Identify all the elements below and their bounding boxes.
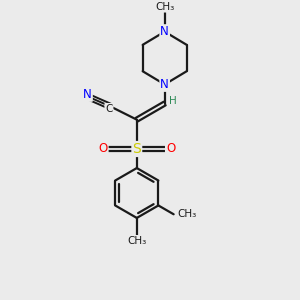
Text: CH₃: CH₃: [127, 236, 146, 246]
Text: N: N: [160, 25, 169, 38]
Text: O: O: [98, 142, 108, 155]
Text: H: H: [169, 96, 177, 106]
Text: CH₃: CH₃: [178, 209, 197, 219]
Text: N: N: [160, 78, 169, 91]
Text: C: C: [105, 104, 112, 114]
Text: S: S: [132, 142, 141, 156]
Text: CH₃: CH₃: [155, 2, 174, 12]
Text: O: O: [166, 142, 175, 155]
Text: N: N: [83, 88, 92, 101]
